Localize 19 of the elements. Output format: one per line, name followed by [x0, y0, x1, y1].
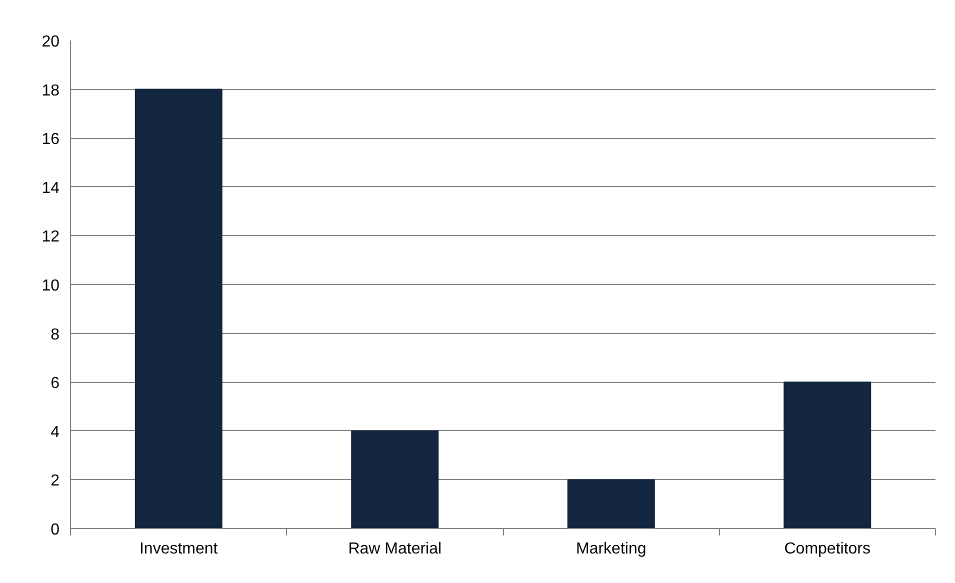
y-tick-label: 20 [42, 34, 60, 50]
y-tick-label: 2 [50, 472, 60, 490]
x-tick-label: Raw Material [348, 540, 442, 558]
y-tick-label: 18 [42, 82, 60, 100]
y-tick-label: 6 [50, 375, 60, 392]
y-tick-label: 4 [50, 424, 60, 441]
y-tick-label: 0 [50, 522, 60, 538]
bar [784, 382, 872, 528]
x-tick-label: Investment [139, 540, 218, 558]
bar [351, 430, 439, 528]
y-tick-label: 16 [42, 131, 60, 148]
y-tick-label: 14 [42, 180, 60, 197]
y-tick-label: 12 [42, 228, 60, 246]
y-tick-label: 8 [50, 326, 60, 344]
x-tick-label: Competitors [784, 540, 870, 558]
y-tick-label: 10 [42, 278, 60, 294]
bar [134, 88, 222, 528]
x-tick-label: Marketing [576, 540, 646, 558]
bar [567, 479, 655, 528]
